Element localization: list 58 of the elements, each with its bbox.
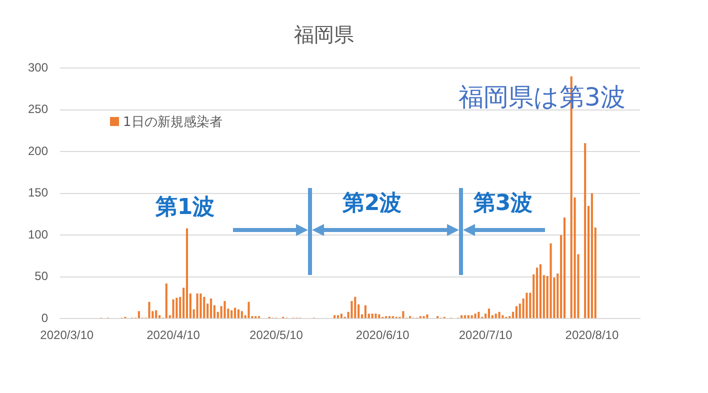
annotation: 第1波 [155, 194, 215, 222]
bar [502, 315, 504, 318]
bar [526, 292, 528, 318]
bar [426, 314, 428, 318]
bar [474, 314, 476, 318]
bar [584, 143, 586, 318]
bar [240, 311, 243, 318]
x-tick-label: 2020/8/10 [565, 328, 619, 342]
y-tick-label: 150 [28, 186, 48, 200]
bar [539, 264, 542, 318]
bar [165, 284, 168, 318]
x-tick-label: 2020/6/10 [356, 328, 410, 342]
y-tick-label: 50 [34, 269, 48, 284]
bar [340, 314, 342, 318]
y-tick-label: 250 [28, 102, 48, 116]
bar [590, 193, 593, 318]
bar [488, 308, 490, 318]
bar [550, 243, 552, 318]
bar [234, 308, 236, 318]
y-tick-label: 300 [28, 60, 48, 74]
annotation: 第2波 [342, 190, 402, 218]
x-tick-label: 2020/4/10 [146, 328, 200, 342]
annotation: 第3波 [473, 190, 533, 218]
bar [203, 296, 206, 318]
bar [354, 296, 356, 318]
bar [536, 268, 538, 318]
bar [378, 314, 380, 318]
x-tick-label: 2020/5/10 [250, 328, 304, 342]
bar [350, 301, 353, 318]
bar [402, 311, 404, 318]
x-tick-label: 2020/7/10 [458, 328, 513, 342]
bar [478, 312, 480, 318]
bar [176, 298, 178, 318]
bar [196, 294, 198, 318]
bar [172, 299, 174, 318]
y-tick-label: 200 [28, 144, 48, 158]
y-tick-label: 100 [28, 227, 48, 242]
bar [498, 312, 500, 318]
bar [371, 314, 374, 318]
legend-label: 1日の新規感染者 [123, 115, 222, 130]
x-tick-label: 2020/3/10 [40, 328, 94, 342]
chart-title: 福岡県 [294, 24, 354, 47]
bar [230, 310, 233, 318]
bar [237, 309, 240, 318]
bar [210, 298, 212, 318]
bar [494, 314, 497, 318]
bar [563, 218, 566, 318]
bar [374, 314, 377, 318]
bar [155, 310, 158, 318]
bar [138, 311, 140, 318]
bar [515, 306, 518, 318]
bar [148, 302, 150, 318]
y-tick-label: 0 [41, 310, 48, 325]
bar [224, 301, 226, 318]
bar [248, 302, 250, 318]
bar [186, 228, 188, 318]
bar [364, 305, 366, 318]
bar [200, 294, 202, 318]
